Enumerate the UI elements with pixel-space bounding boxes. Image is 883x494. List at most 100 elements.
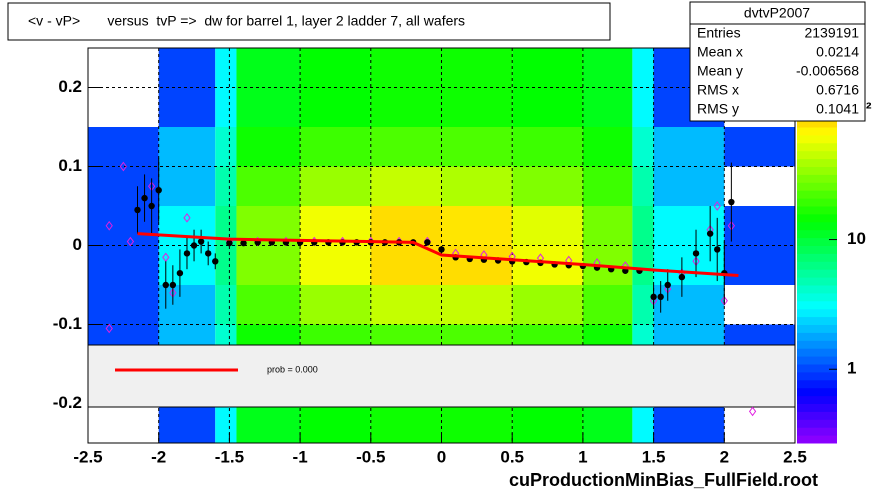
x-tick-label: 0.5: [500, 447, 524, 466]
heat-cell: [158, 285, 216, 325]
profile-point: [424, 239, 431, 246]
heat-cell: [370, 206, 442, 246]
heat-cell: [441, 285, 513, 325]
y-tick-label: -0.1: [53, 314, 82, 333]
color-bar-step: [797, 229, 837, 239]
color-bar-step: [797, 213, 837, 223]
color-bar-step: [797, 411, 837, 420]
chart-title: <v - vP> versus tvP => dw for barrel 1, …: [28, 13, 465, 29]
color-bar-step: [797, 127, 837, 136]
color-bar-step: [797, 356, 837, 365]
stats-label: Entries: [697, 25, 741, 41]
heat-cell: [582, 206, 633, 246]
color-bar-step: [797, 119, 837, 128]
heat-cell: [88, 206, 159, 246]
x-tick-label: -2: [151, 447, 166, 466]
heat-cell: [370, 166, 442, 206]
heat-cell: [582, 166, 633, 206]
heat-cell: [512, 206, 583, 246]
stats-value: 2139191: [804, 25, 859, 41]
heat-cell: [632, 285, 654, 325]
heat-cell: [582, 127, 633, 167]
heat-cell: [236, 285, 301, 325]
legend-label: prob = 0.000: [267, 364, 318, 374]
heat-cell: [512, 48, 583, 127]
profile-point: [162, 281, 169, 289]
heat-cell: [632, 206, 654, 246]
title-box: [7, 2, 611, 41]
color-bar-step: [797, 403, 837, 412]
z-tick-label: 10: [847, 229, 866, 248]
heat-cell: [582, 285, 633, 325]
color-bar-step: [797, 316, 837, 325]
heat-cell: [653, 245, 725, 285]
color-bar-step: [797, 300, 837, 310]
color-bar-step: [797, 348, 837, 357]
color-bar-step: [797, 427, 837, 436]
color-bar-step: [797, 419, 837, 428]
profile-point: [657, 293, 664, 301]
profile-point: [226, 239, 233, 247]
heat-cell: [632, 127, 654, 167]
stats-label: RMS x: [697, 82, 739, 98]
diamond-marker: [720, 295, 728, 306]
color-bar-step: [797, 371, 837, 381]
color-bar-step: [797, 142, 837, 152]
heat-cell: [215, 166, 237, 206]
color-bar-step: [797, 277, 837, 286]
profile-point: [176, 269, 184, 277]
diamond-marker: [713, 201, 721, 211]
profile-point: [438, 246, 445, 253]
stats-box: [689, 1, 866, 122]
heat-cell: [300, 127, 371, 167]
heat-cell: [653, 127, 725, 167]
color-bar-step: [797, 134, 837, 144]
profile-point: [155, 187, 162, 194]
color-bar-step: [797, 379, 837, 389]
heat-cell: [632, 166, 654, 206]
heat-cell: [236, 127, 301, 167]
heat-cell: [236, 245, 301, 285]
heat-cell: [370, 127, 442, 167]
profile-point: [197, 238, 205, 245]
plot-frame: [87, 47, 796, 444]
heat-cell: [215, 245, 237, 285]
stats-label: Mean x: [697, 44, 743, 60]
heat-cell: [632, 245, 654, 285]
color-bar-step: [797, 182, 837, 191]
heat-cell: [441, 245, 513, 285]
diamond-marker: [748, 406, 757, 417]
x-tick-label: -2.5: [73, 447, 102, 466]
heat-cell: [724, 206, 795, 246]
profile-point: [212, 258, 219, 265]
heat-cell: [158, 166, 216, 206]
profile-point: [650, 293, 657, 301]
color-bar-step: [797, 166, 837, 175]
color-bar-step: [797, 364, 837, 373]
y-tick-label: -0.2: [53, 393, 82, 412]
heat-cell: [370, 285, 442, 325]
color-bar-step: [797, 387, 837, 397]
heat-cell: [512, 166, 583, 206]
heat-cell: [300, 206, 371, 246]
color-bar-step: [797, 174, 837, 183]
heat-cell: [512, 127, 583, 167]
heat-cell: [512, 285, 583, 325]
profile-point: [706, 230, 714, 237]
stats-label: Mean y: [697, 63, 743, 79]
heat-cell: [653, 166, 725, 206]
legend-box: [87, 344, 796, 408]
color-bar-step: [797, 237, 837, 246]
heat-cell: [88, 245, 159, 285]
color-bar-step: [797, 150, 837, 160]
profile-point: [183, 250, 191, 257]
heat-cell: [215, 285, 237, 325]
diamond-marker: [119, 161, 127, 172]
heat-cell: [441, 206, 513, 246]
profile-point: [240, 239, 247, 247]
heat-cell: [724, 127, 795, 167]
diamond-marker: [183, 213, 191, 223]
y-tick-label: 0: [73, 235, 82, 254]
profile-point: [204, 250, 212, 257]
diamond-marker: [105, 323, 113, 334]
